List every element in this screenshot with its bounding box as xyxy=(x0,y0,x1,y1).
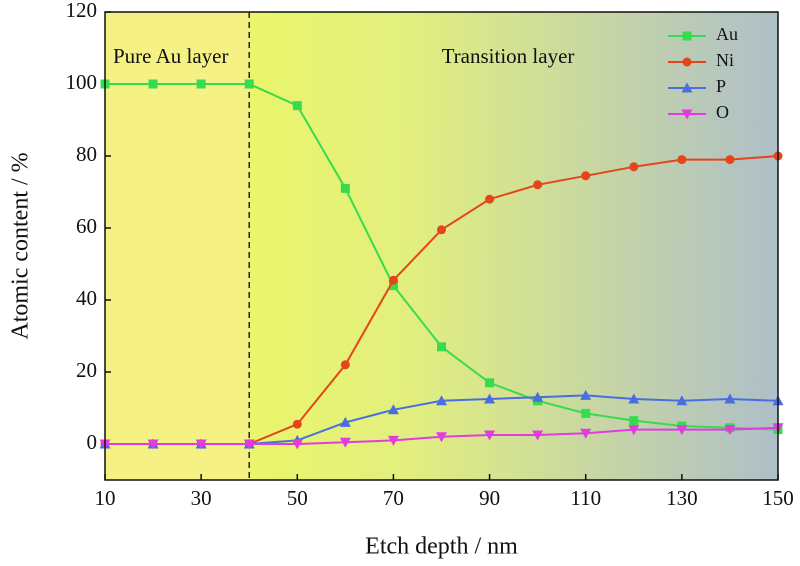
marker xyxy=(581,408,591,418)
y-axis-label: Atomic content / % xyxy=(8,152,34,339)
legend-label: Au xyxy=(716,24,738,44)
x-tick-label: 50 xyxy=(287,486,308,510)
annotation: Transition layer xyxy=(442,44,575,68)
marker xyxy=(340,183,350,193)
marker xyxy=(628,425,640,436)
marker xyxy=(436,432,447,443)
marker xyxy=(724,393,736,404)
marker xyxy=(196,79,206,89)
marker xyxy=(677,155,687,165)
marker xyxy=(681,109,693,120)
x-tick-label: 70 xyxy=(383,486,404,510)
marker xyxy=(244,79,254,89)
marker xyxy=(682,31,692,41)
legend-label: P xyxy=(716,76,726,96)
marker xyxy=(388,281,398,291)
marker xyxy=(532,391,544,402)
marker xyxy=(580,428,592,439)
marker xyxy=(340,360,350,370)
y-tick-label: 80 xyxy=(76,142,97,166)
marker xyxy=(292,101,302,111)
marker xyxy=(387,404,399,415)
marker xyxy=(437,225,446,235)
marker xyxy=(147,439,159,450)
y-tick-label: 0 xyxy=(87,430,98,454)
marker xyxy=(532,430,544,441)
y-tick-label: 20 xyxy=(76,358,97,382)
marker xyxy=(484,393,496,404)
marker xyxy=(629,162,639,172)
y-tick-label: 120 xyxy=(66,0,98,22)
marker xyxy=(437,342,446,352)
marker xyxy=(581,171,591,181)
marker xyxy=(629,416,639,426)
marker xyxy=(339,437,351,448)
marker xyxy=(724,425,736,436)
marker xyxy=(339,416,351,427)
marker xyxy=(243,439,255,450)
marker xyxy=(436,395,447,406)
y-tick-label: 40 xyxy=(76,286,97,310)
x-tick-label: 150 xyxy=(762,486,794,510)
marker xyxy=(484,430,496,441)
plot-frame xyxy=(104,11,779,481)
marker xyxy=(292,419,302,429)
marker xyxy=(676,425,688,436)
marker xyxy=(195,439,207,450)
marker xyxy=(628,393,640,404)
marker xyxy=(533,180,543,190)
marker xyxy=(148,79,158,89)
marker xyxy=(388,275,398,285)
x-axis-label: Etch depth / nm xyxy=(365,534,518,560)
marker xyxy=(485,378,495,388)
marker xyxy=(387,435,399,446)
marker xyxy=(676,395,688,406)
annotation: Pure Au layer xyxy=(113,44,228,68)
x-tick-label: 90 xyxy=(479,486,500,510)
marker xyxy=(291,439,303,450)
y-tick-label: 60 xyxy=(76,214,97,238)
y-tick-label: 100 xyxy=(66,70,98,94)
x-tick-label: 10 xyxy=(95,486,116,510)
marker xyxy=(682,57,692,67)
marker xyxy=(485,194,495,204)
marker xyxy=(725,155,735,165)
x-tick-label: 130 xyxy=(666,486,698,510)
x-tick-label: 30 xyxy=(191,486,212,510)
x-tick-label: 110 xyxy=(570,486,601,510)
marker xyxy=(580,389,592,400)
pure-layer-region xyxy=(105,12,250,480)
legend-label: Ni xyxy=(716,50,734,70)
legend-label: O xyxy=(716,102,729,122)
marker xyxy=(681,82,693,93)
